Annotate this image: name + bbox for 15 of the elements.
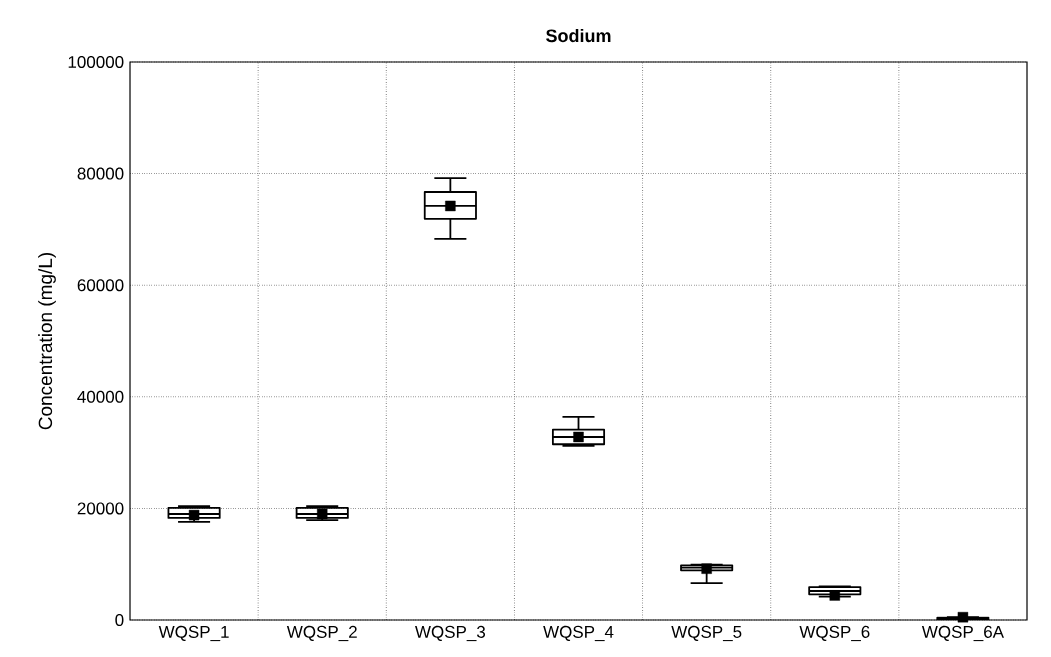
x-tick-label: WQSP_2	[286, 625, 357, 642]
y-tick-label: 0	[115, 613, 124, 627]
y-tick-label: 80000	[77, 167, 124, 180]
y-tick-label: 60000	[77, 279, 124, 292]
x-tick-label: WQSP_3	[415, 625, 486, 642]
x-tick-label: WQSP_4	[543, 625, 614, 642]
chart-title: Sodium	[546, 28, 611, 43]
y-tick-label: 100000	[68, 55, 124, 69]
y-axis-title: Concentration (mg/L)	[38, 252, 56, 430]
x-tick-label: WQSP_5	[671, 625, 742, 642]
y-tick-label: 20000	[77, 502, 124, 515]
y-tick-label: 40000	[77, 390, 124, 403]
x-tick-label: WQSP_1	[158, 625, 229, 642]
x-tick-label: WQSP_6	[799, 625, 870, 642]
x-tick-label: WQSP_6A	[921, 625, 1004, 642]
